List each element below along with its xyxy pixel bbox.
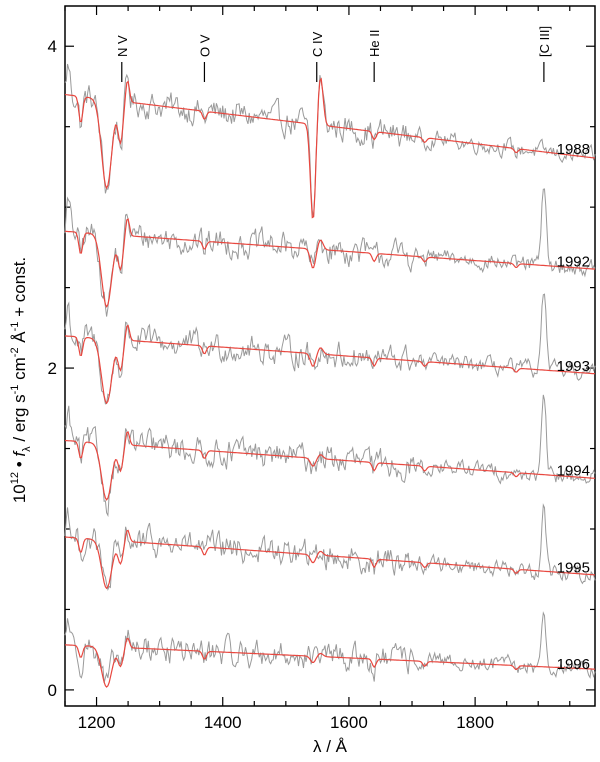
year-label: 1996 xyxy=(557,656,590,673)
y-tick-label: 2 xyxy=(48,359,57,378)
x-tick-label: 1400 xyxy=(204,713,242,732)
y-tick-label: 0 xyxy=(48,681,57,700)
y-axis-title-part: f xyxy=(10,450,29,457)
y-axis-title-part: + const. xyxy=(10,257,29,322)
model-spectrum-1988 xyxy=(64,77,596,219)
observed-spectrum-1996 xyxy=(64,611,596,684)
year-label: 1994 xyxy=(557,463,590,480)
observed-spectrum-1993 xyxy=(64,293,596,405)
y-axis-title-part: -1 xyxy=(9,322,21,332)
y-axis-title-part: 10 xyxy=(10,484,29,503)
y-tick-label: 4 xyxy=(48,37,57,56)
y-axis-title: 1012 • fλ / erg s-1 cm-2 Å-1 + const. xyxy=(9,257,33,503)
line-marker-label: He II xyxy=(367,30,382,57)
plot-frame xyxy=(64,5,596,707)
model-spectrum-1992 xyxy=(64,217,596,308)
y-axis-title-part: λ xyxy=(21,446,33,452)
line-marker-label: [C III] xyxy=(537,26,552,57)
x-tick-label: 1200 xyxy=(78,713,116,732)
observed-spectrum-1994 xyxy=(64,394,596,518)
x-tick-label: 1800 xyxy=(456,713,494,732)
line-marker-label: O V xyxy=(197,34,212,57)
x-tick-label: 1600 xyxy=(330,713,368,732)
line-marker-label: N V xyxy=(115,35,130,57)
model-spectrum-1994 xyxy=(64,431,596,501)
observed-spectrum-1988 xyxy=(64,63,596,218)
y-axis-title-part: 12 xyxy=(9,472,21,484)
observed-spectrum-1995 xyxy=(64,503,596,591)
year-label: 1993 xyxy=(557,358,590,375)
y-axis-title-part: -2 xyxy=(9,347,21,357)
y-axis-title-part: cm xyxy=(10,357,29,384)
y-axis-title-part: • xyxy=(10,457,29,472)
model-spectrum-1996 xyxy=(65,637,596,688)
y-axis-title-part: Å xyxy=(10,331,29,348)
year-label: 1988 xyxy=(557,141,590,158)
x-axis-title: λ / Å xyxy=(313,737,348,756)
model-spectrum-1995 xyxy=(64,529,596,590)
model-spectrum-1993 xyxy=(64,324,596,405)
line-marker-label: C IV xyxy=(310,31,325,57)
year-label: 1995 xyxy=(557,559,590,576)
year-label: 1992 xyxy=(557,254,590,271)
y-axis-title-part: / erg s xyxy=(10,394,29,446)
observed-spectrum-1992 xyxy=(64,188,596,317)
y-axis-title-part: -1 xyxy=(9,385,21,395)
